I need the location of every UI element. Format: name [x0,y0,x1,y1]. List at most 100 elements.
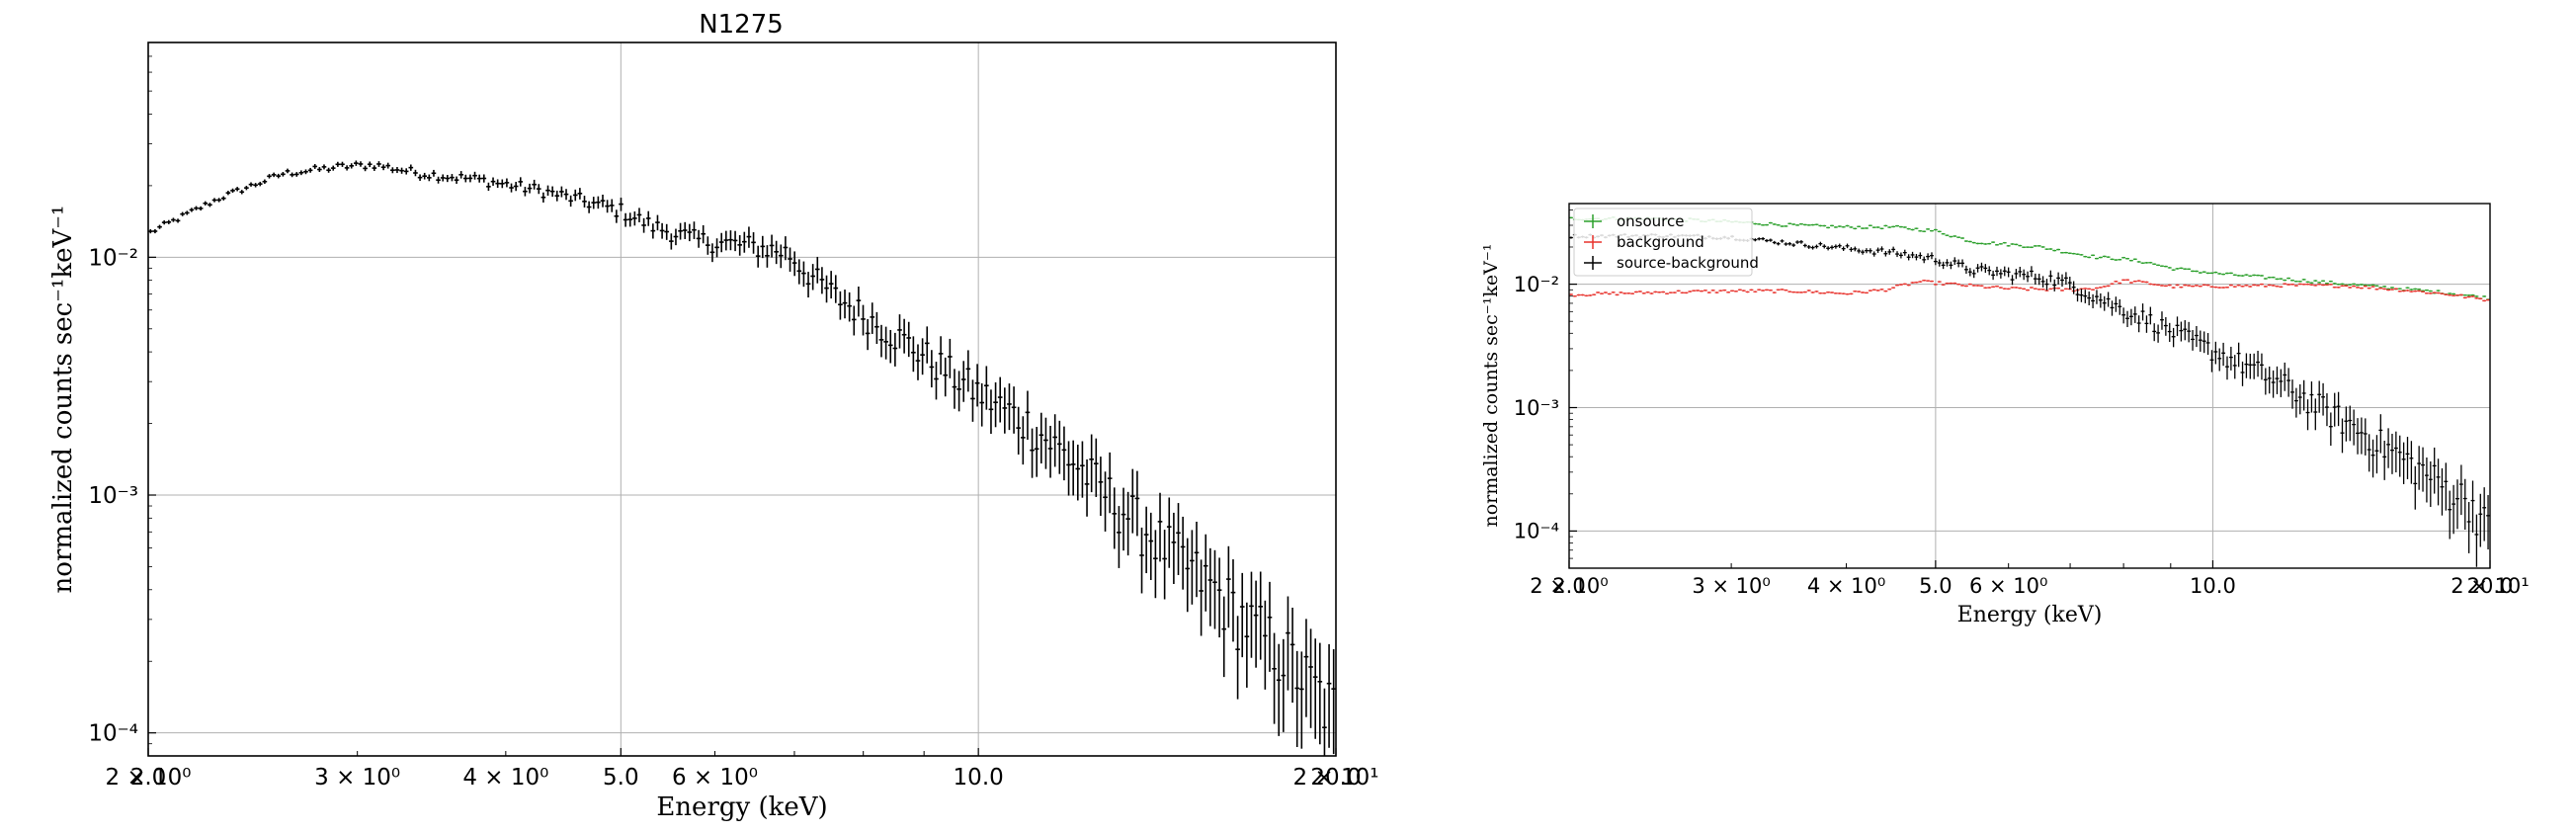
data-point [2087,292,2092,305]
data-point [2202,271,2206,274]
data-point [2440,292,2445,295]
data-point [1322,688,1327,756]
data-point [317,167,322,173]
data-point [244,185,249,191]
data-point [549,186,555,198]
data-point [1216,557,1222,638]
data-point [2014,243,2019,246]
data-point [2114,296,2119,312]
data-point [2432,447,2437,494]
data-point [1580,293,1585,296]
data-point [1837,225,1842,227]
chart-n1275: N1275 2.0 5.0 10.0 20.0 2 × 10⁰ 3 × 10⁰ 4 × 10… [48,10,1379,822]
data-point [513,182,519,192]
data-point [1317,642,1323,745]
data-point [1802,223,1807,226]
data-point [2290,283,2294,286]
data-point [2297,283,2302,286]
data-point [271,172,277,178]
data-point [1822,244,1827,249]
data-point [2252,284,2257,287]
data-point [2474,297,2479,299]
data-point [1753,238,1758,242]
data-point [307,167,313,173]
data-point [2256,350,2260,377]
data-point [1276,643,1282,736]
data-point [358,161,364,167]
data-point [303,169,308,175]
grid [147,42,1337,756]
data-point [2228,272,2233,275]
data-point [1956,283,1961,286]
data-point [2451,294,2456,297]
data-point [924,326,930,364]
data-point [1718,290,1723,292]
data-point [2098,292,2103,308]
data-point [755,245,761,268]
data-point [2466,502,2471,553]
data-point [1853,290,1858,292]
data-point [1665,292,1669,295]
data-point [943,357,949,397]
data-point [2056,248,2061,251]
data-point [1941,261,1946,270]
data-point [340,161,345,167]
data-point [2187,285,2192,287]
data-point [175,218,181,223]
data-point [1926,253,1931,261]
data-point [2191,329,2195,351]
data-point [2328,284,2333,286]
data-point [2267,284,2272,287]
data-point [1991,241,1996,243]
data-point [1871,226,1876,228]
data-point [1879,246,1884,252]
data-point [2202,331,2206,354]
data-point [1833,292,1838,294]
data-point [1849,292,1854,295]
data-point [372,165,377,171]
data-point [2240,275,2245,277]
data-point [2405,437,2410,479]
data-point [865,318,871,351]
data-point [2374,288,2379,291]
data-point [344,165,350,171]
data-point [915,344,921,380]
data-point [678,222,683,240]
data-point [1941,232,1946,235]
data-point [1865,227,1869,229]
data-point [2462,293,2467,296]
data-point [2175,268,2180,270]
data-point [422,172,428,180]
data-point [1887,288,1892,291]
data-point [1963,285,1968,288]
data-point [847,292,852,322]
data-point [810,264,815,291]
data-point [2221,287,2226,289]
data-point [2370,286,2375,288]
data-point [788,247,792,272]
data-point [2244,274,2249,276]
data-point [2417,288,2422,291]
data-point [582,196,587,208]
data-point [1891,225,1896,228]
data-point [2448,292,2452,294]
data-point [796,259,802,285]
data-point [2060,290,2064,292]
data-point [2317,283,2322,286]
data-point [1166,497,1172,568]
data-point [960,361,966,402]
data-point [2014,287,2019,289]
data-point [2313,280,2318,282]
x-minor-tick-label: 6 × 10⁰ [672,765,758,791]
data-point [2205,333,2210,356]
data-point [2332,286,2337,289]
data-point [1930,252,1934,260]
data-point [2209,350,2214,373]
data-point [354,160,359,166]
data-point [2087,288,2092,291]
data-point [2083,288,2088,290]
data-point [984,366,989,410]
data-point [2279,286,2284,289]
data-point [2367,287,2371,290]
data-point [171,217,176,222]
